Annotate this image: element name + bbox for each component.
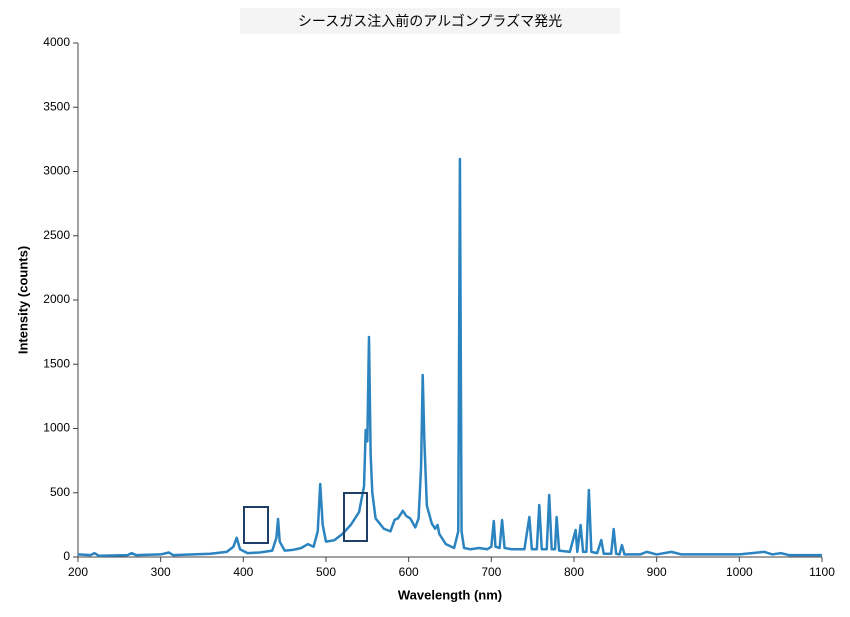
y-tick-label: 1500 bbox=[43, 356, 70, 370]
y-tick-label: 2000 bbox=[43, 292, 70, 306]
x-tick-label: 1100 bbox=[809, 565, 835, 579]
highlight-box bbox=[343, 492, 368, 542]
y-tick-label: 500 bbox=[50, 485, 70, 499]
x-tick-label: 400 bbox=[233, 565, 253, 579]
y-tick-label: 1000 bbox=[43, 421, 70, 435]
x-tick-label: 500 bbox=[316, 565, 336, 579]
spectrum-line bbox=[77, 157, 822, 557]
y-tick-label: 0 bbox=[63, 549, 70, 563]
title-background bbox=[240, 8, 620, 34]
y-tick-label: 3000 bbox=[43, 164, 70, 178]
x-tick-label: 800 bbox=[564, 565, 584, 579]
y-tick-label: 2500 bbox=[43, 228, 70, 242]
x-tick-label: 600 bbox=[399, 565, 419, 579]
y-tick-label: 4000 bbox=[43, 35, 70, 49]
plot-area bbox=[77, 157, 822, 557]
x-tick-label: 1000 bbox=[726, 565, 753, 579]
x-tick-label: 200 bbox=[68, 565, 88, 579]
x-tick-label: 300 bbox=[151, 565, 171, 579]
y-axis-title: Intensity (counts) bbox=[15, 246, 30, 354]
x-tick-label: 700 bbox=[481, 565, 501, 579]
chart-title: シースガス注入前のアルゴンプラズマ発光 bbox=[298, 13, 562, 30]
y-tick-label: 3500 bbox=[43, 99, 70, 113]
x-axis-title: Wavelength (nm) bbox=[398, 587, 502, 602]
x-tick-label: 900 bbox=[647, 565, 667, 579]
highlight-box bbox=[243, 506, 269, 544]
